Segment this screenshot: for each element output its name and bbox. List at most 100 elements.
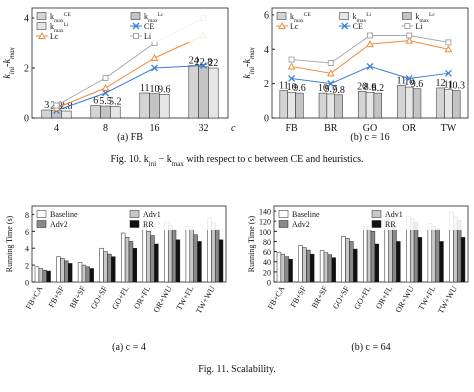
bar-label: 11 bbox=[444, 80, 454, 91]
bar bbox=[288, 258, 293, 283]
legend-label: Adv2 bbox=[292, 220, 310, 229]
bar-label: 8.6 bbox=[364, 82, 377, 93]
bar-label: 9.6 bbox=[411, 79, 424, 90]
x-tick-label: FB+CA bbox=[24, 284, 45, 311]
bar bbox=[185, 226, 191, 283]
legend-label: RR bbox=[143, 220, 154, 229]
bar bbox=[171, 229, 177, 283]
line-marker bbox=[366, 40, 374, 48]
y-tick-label: 6 bbox=[25, 228, 29, 237]
legend-swatch bbox=[36, 12, 47, 20]
bar bbox=[397, 85, 406, 119]
bar bbox=[103, 251, 108, 283]
bar bbox=[362, 226, 368, 283]
bar bbox=[326, 93, 335, 119]
bar-label: 20 bbox=[357, 81, 367, 92]
bar bbox=[319, 250, 325, 283]
x-tick-label: OR+FL bbox=[132, 284, 152, 310]
legend-box bbox=[276, 208, 466, 230]
legend-label: Adv1 bbox=[385, 210, 403, 219]
line-marker bbox=[444, 69, 452, 77]
bar-label: 9.8 bbox=[332, 85, 345, 96]
x-tick-label: FB bbox=[285, 123, 298, 134]
bar-label: 5.2 bbox=[109, 97, 122, 108]
bar bbox=[388, 221, 393, 283]
line-marker bbox=[326, 69, 335, 77]
line-marker bbox=[102, 75, 109, 81]
bar bbox=[412, 88, 422, 119]
legend-swatch bbox=[278, 210, 289, 218]
bar bbox=[111, 256, 116, 283]
bar bbox=[306, 249, 311, 283]
legend-swatch bbox=[339, 12, 349, 20]
bar bbox=[396, 241, 401, 283]
bar bbox=[154, 243, 159, 283]
bar bbox=[139, 92, 150, 119]
bar bbox=[349, 241, 354, 283]
bar-label: 5.5 bbox=[99, 96, 112, 107]
y-tick-label: 0 bbox=[264, 114, 269, 125]
bar bbox=[149, 93, 160, 119]
line-marker bbox=[367, 32, 373, 39]
bar bbox=[353, 248, 358, 283]
y-axis-label: kini-kmax bbox=[2, 46, 16, 78]
bar bbox=[374, 243, 380, 283]
y-axis-label: kini-kmax bbox=[242, 46, 256, 78]
x-tick-label: FB+CA bbox=[266, 284, 287, 311]
bar bbox=[302, 247, 307, 283]
line bbox=[56, 65, 204, 111]
bar bbox=[279, 90, 288, 119]
bar-label: 3 bbox=[44, 100, 49, 111]
bar bbox=[89, 268, 94, 283]
x-axis-label: c bbox=[231, 123, 236, 134]
bar bbox=[193, 234, 198, 283]
x-tick-label: OR bbox=[402, 123, 416, 134]
bar bbox=[164, 222, 169, 283]
bar-label: 10 bbox=[287, 82, 297, 93]
x-tick-label: GO+FL bbox=[110, 284, 131, 311]
y-tick-label: 80 bbox=[263, 238, 271, 247]
bar bbox=[276, 252, 282, 283]
bar-label: 11 bbox=[397, 75, 407, 86]
x-tick-label: 4 bbox=[54, 123, 59, 134]
y-axis-label: Running Time (s) bbox=[247, 215, 256, 272]
x-tick-label: TW bbox=[441, 123, 457, 134]
bar bbox=[99, 247, 104, 283]
bar bbox=[334, 94, 343, 119]
legend-swatch bbox=[36, 210, 47, 218]
bar bbox=[67, 263, 73, 283]
bar bbox=[198, 66, 209, 119]
y-tick-label: 4 bbox=[25, 245, 29, 254]
x-tick-label: BR bbox=[324, 123, 338, 134]
y-tick-label: 60 bbox=[263, 248, 271, 257]
legend-label: Lc bbox=[50, 32, 59, 41]
x-tick-label: GO+SF bbox=[89, 284, 110, 311]
bar bbox=[309, 253, 315, 283]
bar bbox=[208, 67, 219, 119]
line-marker bbox=[150, 53, 159, 61]
legend-label: CE bbox=[353, 22, 363, 31]
y-tick-label: 20 bbox=[263, 268, 271, 277]
line-marker bbox=[444, 45, 453, 53]
subfigure-caption: (a) FB bbox=[117, 132, 143, 143]
y-tick-label: 120 bbox=[259, 218, 271, 227]
legend-swatch bbox=[371, 210, 382, 218]
bar bbox=[460, 237, 466, 283]
y-tick-label: 6 bbox=[264, 10, 269, 21]
bar-label: 22 bbox=[208, 58, 218, 69]
bar-label: 10 bbox=[404, 77, 414, 88]
bar bbox=[280, 253, 286, 283]
legend-label: kmaxLi bbox=[353, 12, 372, 24]
x-tick-label: TW+WU bbox=[194, 284, 217, 315]
line-marker bbox=[151, 64, 158, 72]
legend-swatch bbox=[130, 12, 141, 20]
bar bbox=[413, 221, 419, 283]
bar bbox=[146, 231, 151, 283]
bar bbox=[452, 90, 461, 119]
legend-marker bbox=[132, 22, 140, 30]
bar bbox=[120, 232, 126, 283]
legend-swatch bbox=[278, 220, 289, 228]
x-tick-label: GO bbox=[363, 123, 377, 134]
bar bbox=[38, 268, 44, 283]
bar bbox=[211, 222, 216, 283]
